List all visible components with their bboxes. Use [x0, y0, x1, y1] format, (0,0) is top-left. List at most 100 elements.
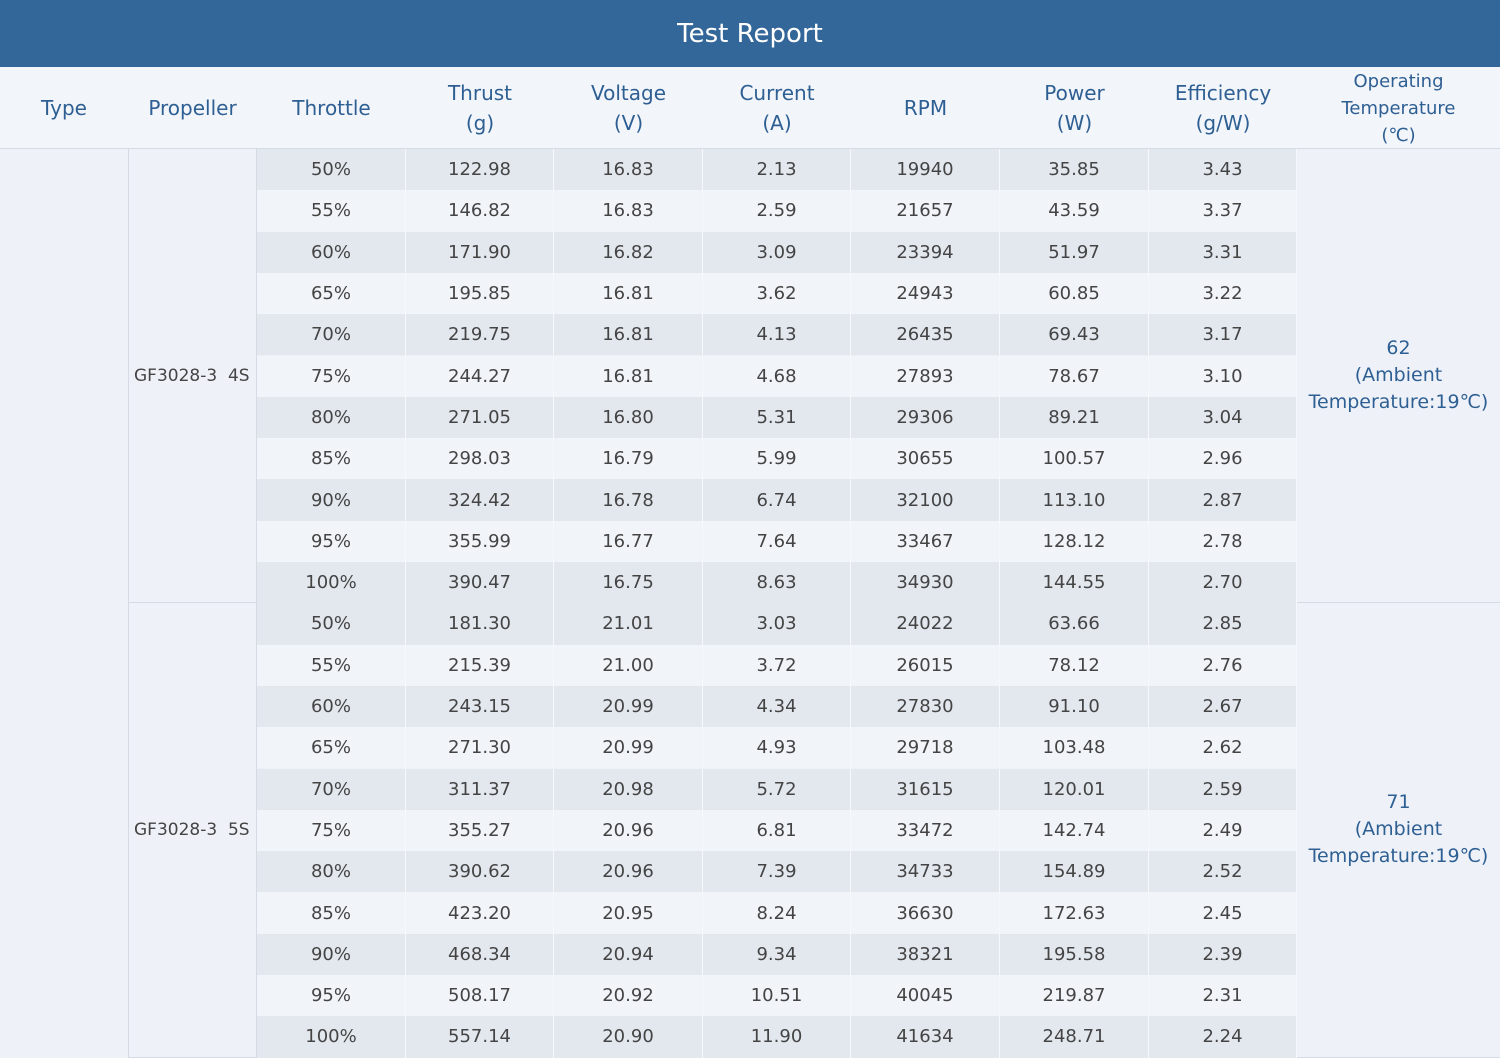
data-cell: 29306: [851, 396, 1000, 439]
data-cell: 2.39: [1149, 933, 1297, 975]
header-line: RPM: [903, 96, 948, 120]
data-cell: 20.90: [554, 1016, 703, 1058]
data-cell: 60%: [257, 685, 406, 728]
header-line: Temperature: [1341, 97, 1456, 119]
column-header: Operating Temperature (℃): [1297, 67, 1500, 149]
data-cell: 7.39: [703, 851, 851, 893]
data-cell: 55%: [257, 644, 406, 686]
data-cell: 40045: [851, 975, 1000, 1017]
column-header: Type: [0, 67, 128, 149]
header-line: Voltage: [590, 81, 667, 105]
data-cell: 50%: [257, 149, 406, 191]
column-header: Throttle: [257, 67, 406, 149]
header-line: (A): [762, 111, 792, 135]
header-line: (W): [1056, 111, 1093, 135]
data-cell: 2.59: [1149, 768, 1297, 810]
data-cell: 85%: [257, 438, 406, 480]
data-cell: 20.98: [554, 768, 703, 810]
data-cell: 508.17: [406, 975, 554, 1017]
data-cell: 20.92: [554, 975, 703, 1017]
data-cell: 172.63: [1000, 892, 1149, 934]
data-cell: 219.75: [406, 314, 554, 356]
data-cell: 298.03: [406, 438, 554, 480]
data-cell: 100%: [257, 1016, 406, 1058]
data-cell: 20.96: [554, 809, 703, 852]
data-cell: 215.39: [406, 644, 554, 686]
data-cell: 20.95: [554, 892, 703, 934]
data-cell: 423.20: [406, 892, 554, 934]
data-cell: 8.63: [703, 562, 851, 604]
data-cell: 21.01: [554, 603, 703, 645]
data-cell: 10.51: [703, 975, 851, 1017]
data-cell: 78.67: [1000, 355, 1149, 397]
data-cell: 69.43: [1000, 314, 1149, 356]
data-cell: 51.97: [1000, 231, 1149, 273]
data-cell: 5.72: [703, 768, 851, 810]
temperature-line: Temperature:19℃): [1308, 845, 1489, 868]
data-cell: 355.27: [406, 809, 554, 852]
data-cell: 26435: [851, 314, 1000, 356]
data-cell: 85%: [257, 892, 406, 934]
data-cell: 2.78: [1149, 520, 1297, 562]
data-cell: 91.10: [1000, 685, 1149, 728]
data-cell: 8.24: [703, 892, 851, 934]
temperature-cell: 62 (Ambient Temperature:19℃): [1297, 149, 1500, 604]
data-cell: 2.85: [1149, 603, 1297, 645]
temperature-line: 71: [1386, 791, 1411, 814]
data-cell: 16.83: [554, 149, 703, 191]
data-cell: 31615: [851, 768, 1000, 810]
data-cell: 11.90: [703, 1016, 851, 1058]
data-cell: 50%: [257, 603, 406, 645]
data-cell: 103.48: [1000, 727, 1149, 769]
data-cell: 20.99: [554, 685, 703, 728]
header-line: (g/W): [1195, 111, 1251, 135]
data-cell: 16.81: [554, 355, 703, 397]
data-cell: 80%: [257, 396, 406, 439]
data-cell: 3.43: [1149, 149, 1297, 191]
data-cell: 95%: [257, 975, 406, 1017]
data-cell: 2.76: [1149, 644, 1297, 686]
data-cell: 89.21: [1000, 396, 1149, 439]
propeller-cell: GF3028-3 4S: [128, 149, 257, 604]
data-cell: 4.68: [703, 355, 851, 397]
data-cell: 243.15: [406, 685, 554, 728]
data-cell: 32100: [851, 479, 1000, 521]
data-cell: 29718: [851, 727, 1000, 769]
data-cell: 36630: [851, 892, 1000, 934]
data-cell: 16.83: [554, 190, 703, 232]
data-cell: 60%: [257, 231, 406, 273]
data-cell: 324.42: [406, 479, 554, 521]
data-cell: 43.59: [1000, 190, 1149, 232]
data-cell: 33472: [851, 809, 1000, 852]
column-header: Thrust (g): [406, 67, 554, 149]
data-cell: 33467: [851, 520, 1000, 562]
data-cell: 24022: [851, 603, 1000, 645]
data-cell: 2.52: [1149, 851, 1297, 893]
data-cell: 70%: [257, 314, 406, 356]
data-cell: 3.17: [1149, 314, 1297, 356]
data-cell: 100%: [257, 562, 406, 604]
data-cell: 171.90: [406, 231, 554, 273]
data-cell: 113.10: [1000, 479, 1149, 521]
header-line: Propeller: [148, 96, 237, 120]
header-line: Power: [1044, 81, 1105, 105]
data-cell: 19940: [851, 149, 1000, 191]
data-cell: 75%: [257, 809, 406, 852]
header-row: Type Propeller Throttle Thrust (g) Voltage (V)…: [0, 67, 1500, 149]
data-cell: 16.81: [554, 314, 703, 356]
data-cell: 75%: [257, 355, 406, 397]
data-cell: 3.10: [1149, 355, 1297, 397]
column-header: Propeller: [128, 67, 257, 149]
data-cell: 154.89: [1000, 851, 1149, 893]
data-cell: 4.13: [703, 314, 851, 356]
data-cell: 70%: [257, 768, 406, 810]
data-cell: 35.85: [1000, 149, 1149, 191]
data-cell: 60.85: [1000, 272, 1149, 315]
data-cell: 2.70: [1149, 562, 1297, 604]
data-cell: 271.30: [406, 727, 554, 769]
data-cell: 146.82: [406, 190, 554, 232]
column-header: RPM: [851, 67, 1000, 149]
data-cell: 2.67: [1149, 685, 1297, 728]
header-line: Operating: [1353, 70, 1444, 92]
